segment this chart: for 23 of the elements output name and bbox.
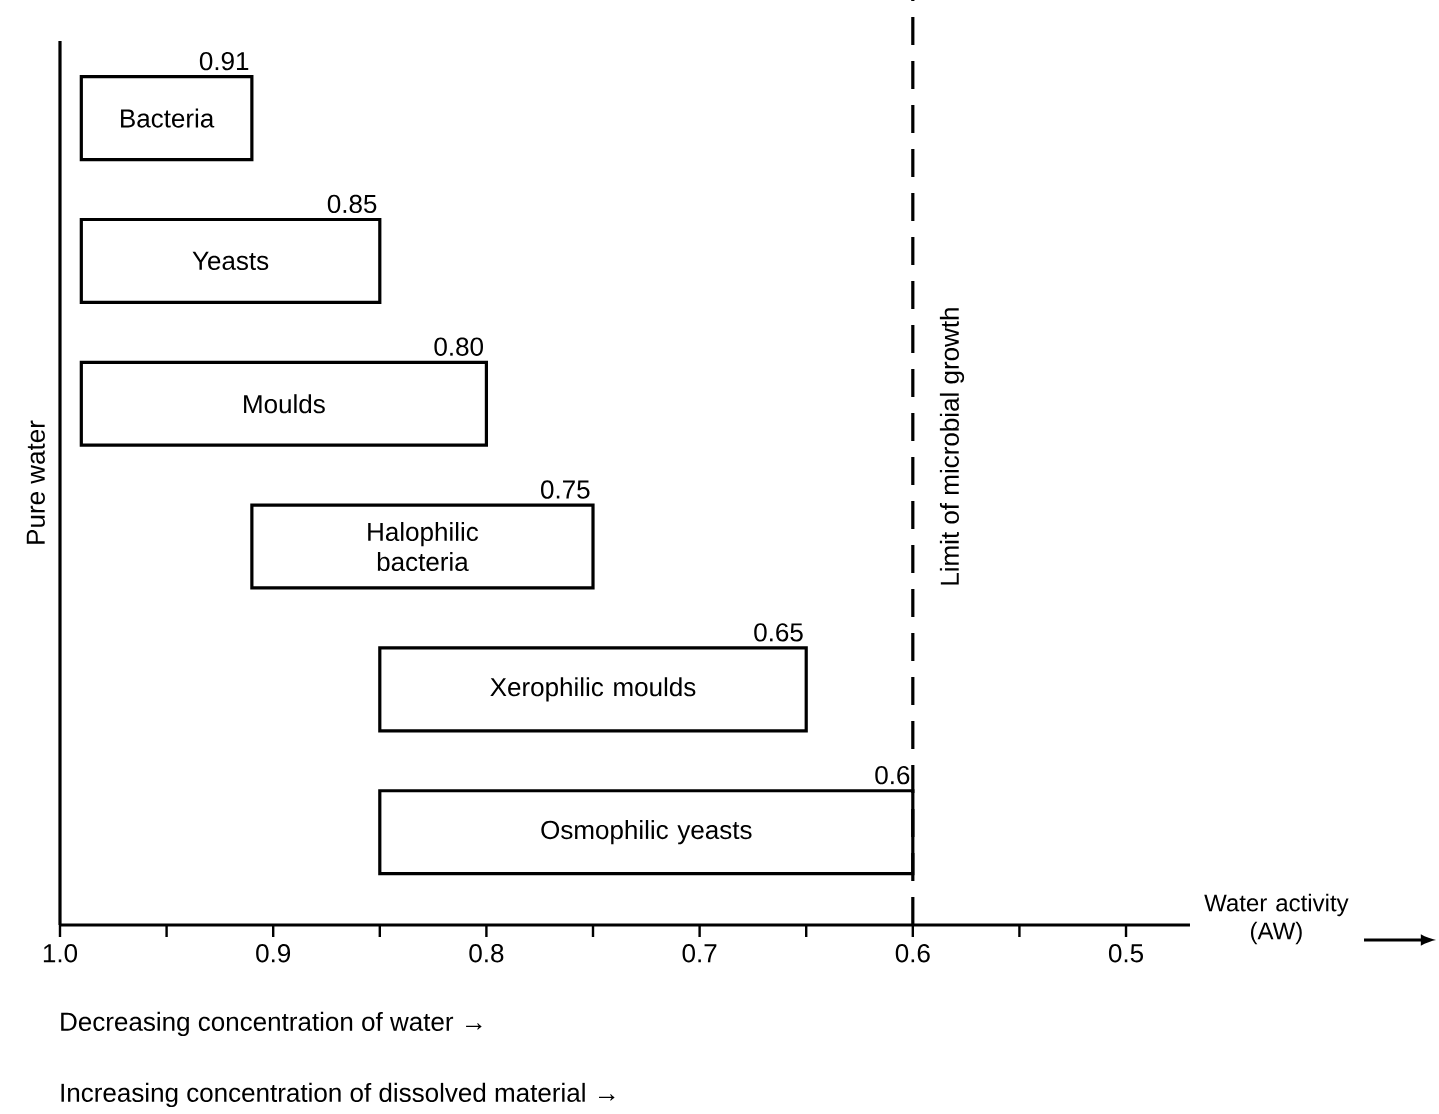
- x-tick-label: 0.5: [1108, 944, 1143, 963]
- y-tick-label: Moulds: [244, 394, 325, 414]
- text: Decreasing concentration of water →: [61, 1011, 482, 1037]
- x-tick-label: 0.6: [895, 944, 930, 963]
- y-tick-label: Bacteria: [121, 108, 215, 128]
- x-tick-label: 0.7: [682, 944, 717, 963]
- data-label: 0.91: [199, 51, 249, 71]
- data-label: 0.80: [434, 337, 483, 356]
- y-tick-label: Yeasts: [192, 251, 269, 270]
- y-tick-label: Halophilic bacteria: [368, 521, 479, 572]
- x-axis-title: Water activity (AW): [1204, 893, 1349, 945]
- data-label: 0.65: [754, 623, 803, 642]
- x-tick-label: 0.9: [256, 944, 291, 963]
- data-label: 0.75: [541, 480, 590, 499]
- y-tick-label: Xerophilic moulds: [490, 677, 696, 702]
- ref-line-label: Limit of microbial growth: [939, 308, 965, 585]
- data-label: 0.85: [327, 194, 377, 214]
- y-tick-label: Osmophilic yeasts: [541, 820, 752, 845]
- y-axis-title: Pure water: [26, 420, 45, 544]
- x-tick-label: 0.8: [469, 944, 504, 963]
- data-label: 0.6: [875, 765, 910, 785]
- text: Increasing concentration of dissolved material →: [61, 1082, 615, 1108]
- x-tick-label: 1.0: [43, 944, 78, 963]
